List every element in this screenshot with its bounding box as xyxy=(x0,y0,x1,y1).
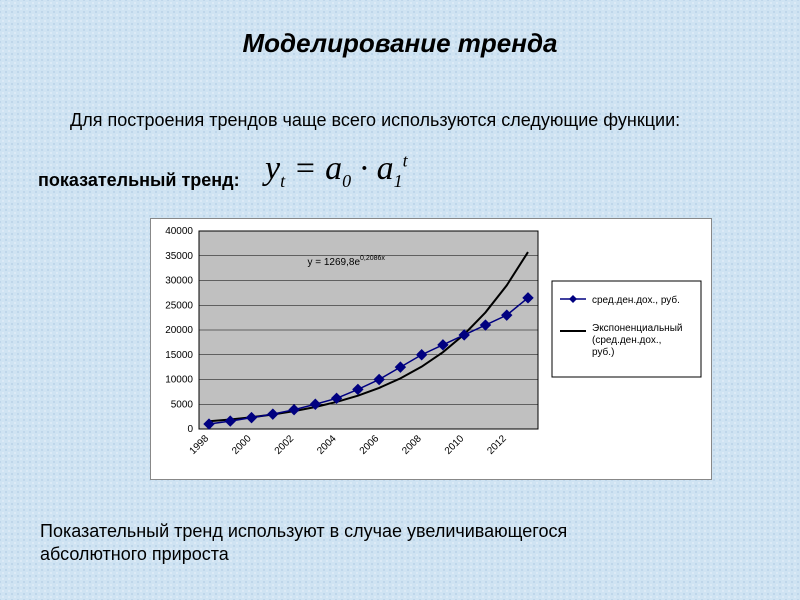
x-tick-label: 2010 xyxy=(443,433,467,457)
x-tick-label: 2004 xyxy=(315,433,339,457)
svg-text:20000: 20000 xyxy=(165,325,193,336)
x-tick-label: 2008 xyxy=(400,433,424,457)
footer-text: Показательный тренд используют в случае … xyxy=(40,520,567,567)
svg-text:40000: 40000 xyxy=(165,226,193,237)
svg-text:15000: 15000 xyxy=(165,350,193,361)
svg-text:10000: 10000 xyxy=(165,375,193,386)
svg-text:30000: 30000 xyxy=(165,276,193,287)
x-tick-label: 2012 xyxy=(485,433,509,457)
formula: yt = a0 · a1t xyxy=(265,150,408,192)
svg-text:5000: 5000 xyxy=(171,399,194,410)
chart-svg: 0 5000 10000 15000 20000 25000 30000 35000 40000… xyxy=(151,219,711,479)
x-tick-label: 2000 xyxy=(230,433,254,457)
svg-text:35000: 35000 xyxy=(165,251,193,262)
trend-chart: 0 5000 10000 15000 20000 25000 30000 35000 40000… xyxy=(150,218,712,480)
x-tick-label: 1998 xyxy=(188,433,212,457)
x-tick-label: 2006 xyxy=(358,433,382,457)
svg-text:0: 0 xyxy=(187,424,193,435)
svg-text:25000: 25000 xyxy=(165,300,193,311)
page-title: Моделирование тренда xyxy=(0,28,800,59)
svg-text:сред.ден.дох., руб.: сред.ден.дох., руб. xyxy=(592,294,680,306)
subtitle-text: Для построения трендов чаще всего исполь… xyxy=(70,110,680,131)
x-tick-label: 2002 xyxy=(273,433,297,457)
formula-label: показательный тренд: xyxy=(38,170,240,191)
